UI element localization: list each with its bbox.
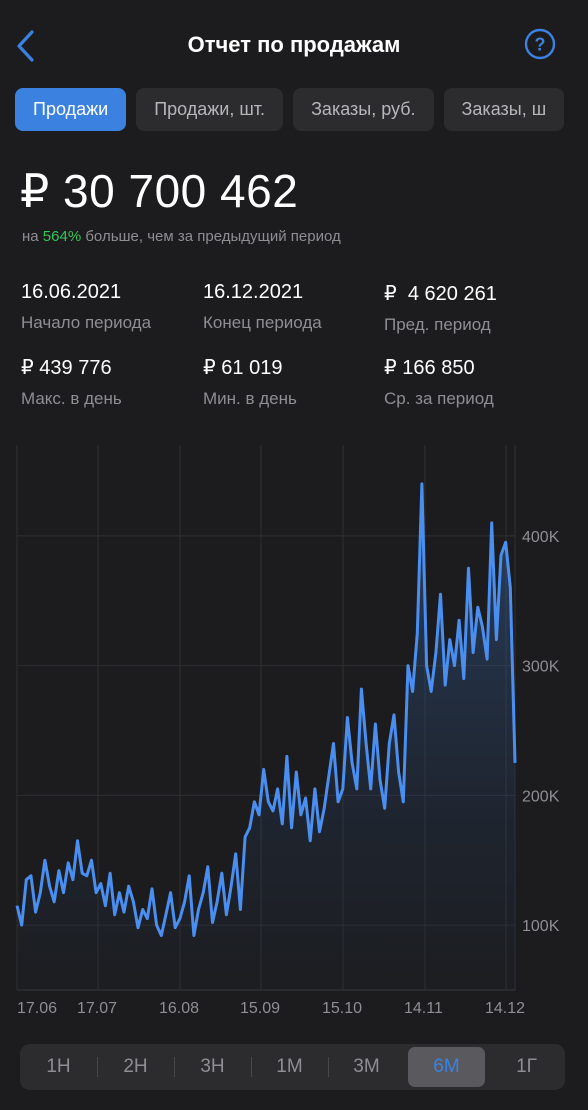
y-tick-label: 200K: [522, 788, 560, 805]
svg-text:?: ?: [535, 35, 546, 55]
x-tick-label: 14.11: [404, 1000, 443, 1017]
range-6m-button[interactable]: 6М: [408, 1047, 485, 1087]
stat-value: 16.12.2021: [203, 281, 304, 303]
stat-value: ₽ 61 019: [203, 357, 283, 379]
stat-previous-period: ₽ 4 620 261 Пред. период: [384, 281, 497, 335]
page-title: Отчет по продажам: [187, 32, 401, 57]
y-tick-label: 400K: [522, 529, 560, 546]
stat-label: Макс. в день: [21, 389, 122, 408]
metric-tabs: Продажи Продажи, шт. Заказы, руб. Заказы, ш: [15, 88, 588, 131]
x-tick-label: 16.08: [159, 1000, 199, 1017]
stat-label: Пред. период: [384, 315, 491, 334]
tab-sales[interactable]: Продажи: [15, 88, 127, 131]
x-tick-label: 15.09: [240, 1000, 280, 1017]
range-1w-button[interactable]: 1Н: [46, 1056, 71, 1077]
stat-label: Ср. за период: [384, 389, 494, 408]
range-1y-button[interactable]: 1Г: [516, 1056, 537, 1077]
stat-period-end: 16.12.2021 Конец периода: [203, 281, 322, 333]
series-area: [17, 483, 515, 990]
stat-value: ₽ 166 850: [384, 357, 475, 379]
time-range-selector: 1Н 2Н 3Н 1М 3М 6М 1Г: [20, 1044, 565, 1090]
stat-value: ₽ 4 620 261: [384, 283, 497, 305]
stat-average: ₽ 166 850 Ср. за период: [384, 355, 494, 409]
tab-orders-units[interactable]: Заказы, ш: [443, 88, 565, 131]
comparison-percent: 564%: [42, 228, 82, 245]
stat-label: Конец периода: [203, 313, 322, 332]
comparison-suffix: больше, чем за предыдущий период: [81, 228, 341, 245]
stat-label: Начало периода: [21, 313, 152, 332]
stat-label: Мин. в день: [203, 389, 297, 408]
stat-value: ₽ 439 776: [21, 357, 112, 379]
range-1m-button[interactable]: 1М: [251, 1047, 328, 1087]
x-tick-label: 14.12: [485, 1000, 525, 1017]
nav-bar: Отчет по продажам ?: [0, 0, 588, 90]
stat-value: 16.06.2021: [21, 281, 122, 303]
stat-min-per-day: ₽ 61 019 Мин. в день: [203, 355, 297, 409]
stat-period-start: 16.06.2021 Начало периода: [21, 281, 151, 333]
range-2w-button[interactable]: 2Н: [97, 1047, 174, 1087]
help-icon[interactable]: ?: [524, 28, 556, 60]
range-3m-button[interactable]: 3М: [328, 1047, 405, 1087]
sales-chart[interactable]: 17.06 17.07 16.08 15.09 15.10 14.11 14.12 100K 2…: [0, 440, 588, 1030]
back-chevron-icon[interactable]: [10, 26, 44, 66]
y-tick-label: 100K: [522, 918, 560, 935]
y-tick-label: 300K: [522, 659, 560, 676]
comparison-prefix: на: [22, 228, 43, 245]
x-tick-label: 15.10: [322, 1000, 362, 1017]
x-tick-label: 17.06: [17, 1000, 57, 1017]
stat-max-per-day: ₽ 439 776 Макс. в день: [21, 355, 122, 409]
x-tick-label: 17.07: [77, 1000, 117, 1017]
series-line: [15, 482, 517, 937]
total-sales-amount: ₽ 30 700 462: [20, 165, 299, 217]
comparison-text: на 564% больше, чем за предыдущий период: [22, 228, 341, 245]
tab-orders-rub[interactable]: Заказы, руб.: [293, 88, 434, 131]
range-3w-button[interactable]: 3Н: [174, 1047, 251, 1087]
tab-sales-units[interactable]: Продажи, шт.: [136, 88, 284, 131]
